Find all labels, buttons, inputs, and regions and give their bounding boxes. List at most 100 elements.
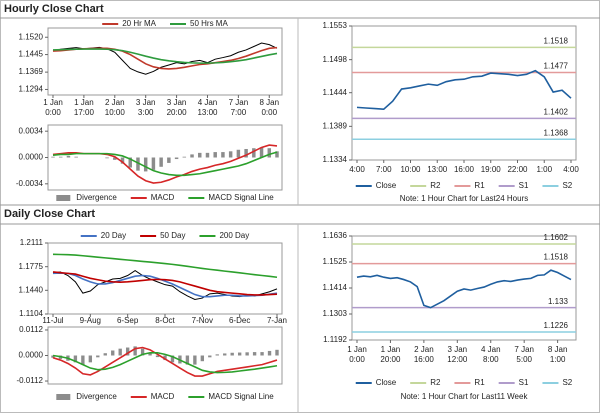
legend: Divergence MACD MACD Signal Line [56, 392, 274, 401]
legend-label: 20 Day [101, 231, 126, 240]
y-tick-label: 1.1303 [323, 309, 348, 318]
legend: 20 Hr MA 50 Hrs MA [102, 19, 228, 28]
bar [223, 353, 227, 356]
x-tick-line: 7 Jan [514, 345, 534, 354]
x-tick-label: 10:00 [400, 165, 421, 174]
bar [105, 157, 109, 159]
x-tick-line: 3:00 [138, 108, 154, 117]
bar [96, 355, 100, 358]
x-tick-label: 7:00 [376, 165, 392, 174]
bar [51, 355, 55, 358]
x-tick-label: 6-Dec [229, 316, 250, 325]
x-tick-label: 4 Jan 13:00 [197, 98, 218, 117]
y-tick-label: 1.1389 [323, 121, 348, 130]
plot-frame [47, 27, 283, 96]
section-title: Daily Close Chart [4, 208, 95, 220]
x-tick-label: 11-Jul [42, 316, 63, 325]
y-tick-label: 1.1104 [19, 309, 43, 318]
y-tick-label: -0.0034 [16, 179, 44, 188]
x-tick-line: 4 Jan [481, 345, 501, 354]
bar [163, 355, 167, 361]
x-tick-label: 1 Jan 0:00 [43, 98, 63, 117]
y-tick-label: 0.0034 [19, 126, 44, 135]
y-tick-label: 1.2111 [20, 238, 44, 247]
x-tick-label: 7-Nov [192, 316, 213, 325]
y-tick-label: 1.1444 [323, 88, 348, 97]
legend-label: Close [376, 378, 397, 387]
legend-label: 20 Hr MA [122, 19, 156, 28]
x-tick-line: 16:00 [414, 355, 435, 364]
bar [275, 151, 279, 158]
bar [125, 347, 130, 356]
bar [275, 349, 279, 356]
legend-label: MACD [151, 193, 175, 202]
legend-label: R1 [474, 181, 485, 190]
legend: Close R2 R1 S1 S2 [355, 378, 573, 387]
bar [215, 354, 219, 356]
x-tick-line: 2 Jan [414, 345, 434, 354]
chart: 0.0112 0.0000 -0.0112 Divergence MACD MACD Si… [16, 325, 283, 401]
bar [259, 147, 264, 158]
bar [120, 157, 125, 164]
data-line [52, 271, 278, 296]
x-tick-label: 22:00 [507, 165, 528, 174]
bar [128, 157, 132, 168]
bar [113, 157, 117, 160]
x-tick-label: 3 Jan 12:00 [447, 345, 468, 364]
x-tick-line: 20:00 [380, 355, 401, 364]
data-line [52, 151, 278, 177]
y-tick-label: 0.0000 [19, 351, 44, 360]
x-tick-line: 5:00 [516, 355, 532, 364]
legend-label: R2 [430, 378, 441, 387]
x-tick-label: 2 Jan 10:00 [105, 98, 126, 117]
section-title: Hourly Close Chart [4, 3, 104, 15]
x-tick-line: 8 Jan [259, 98, 279, 107]
legend-label: Close [376, 181, 397, 190]
legend: Close R2 R1 S1 S2 [355, 181, 573, 190]
x-tick-line: 4 Jan [198, 98, 218, 107]
y-tick-label: 1.1294 [19, 85, 44, 94]
data-line [52, 272, 278, 298]
level-label: 1.1226 [544, 321, 569, 330]
bar [237, 352, 242, 356]
bar [73, 355, 78, 363]
x-tick-label: 4 Jan 8:00 [481, 345, 501, 364]
y-tick-label: 1.1445 [19, 50, 44, 59]
level-label: 1.1477 [544, 62, 569, 71]
legend-label: R1 [474, 378, 485, 387]
bar [205, 152, 210, 158]
bar [143, 157, 148, 172]
level-label: 1.1602 [544, 233, 569, 242]
x-tick-line: 2 Jan [105, 98, 125, 107]
legend-label: S2 [562, 378, 572, 387]
x-tick-label: 13:00 [427, 165, 448, 174]
y-tick-label: 1.1498 [323, 55, 348, 64]
x-tick-line: 8 Jan [548, 345, 568, 354]
x-tick-label: 9-Aug [80, 316, 101, 325]
x-tick-line: 10:00 [105, 108, 126, 117]
x-tick-label: 2 Jan 16:00 [414, 345, 435, 364]
x-tick-line: 3 Jan [136, 98, 156, 107]
y-tick-label: 1.1440 [19, 285, 44, 294]
y-tick-label: 1.1414 [323, 283, 348, 292]
level-label: 1.1368 [544, 128, 569, 137]
legend: 20 Day 50 Day 200 Day [80, 231, 249, 240]
bar [245, 352, 249, 356]
bar [252, 352, 257, 356]
bar [236, 149, 241, 158]
level-label: 1.133 [548, 297, 569, 306]
chart: 0.0034 0.0000 -0.0034 Divergence MACD MACD Si… [16, 124, 283, 202]
x-tick-label: 7 Jan 7:00 [229, 98, 249, 117]
x-tick-line: 12:00 [447, 355, 468, 364]
y-tick-label: 1.1636 [323, 231, 348, 240]
legend-label: S1 [519, 378, 529, 387]
x-tick-line: 1 Jan [74, 98, 94, 107]
bar [155, 355, 160, 358]
bar [74, 156, 78, 158]
x-tick-line: 8:00 [483, 355, 499, 364]
bar [193, 355, 197, 365]
x-tick-label: 16:00 [454, 165, 475, 174]
x-tick-label: 1:00 [536, 165, 552, 174]
